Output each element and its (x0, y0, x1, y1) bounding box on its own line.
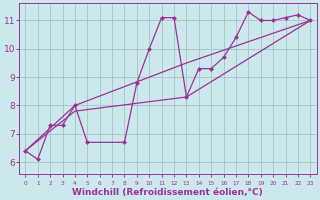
X-axis label: Windchill (Refroidissement éolien,°C): Windchill (Refroidissement éolien,°C) (72, 188, 263, 197)
